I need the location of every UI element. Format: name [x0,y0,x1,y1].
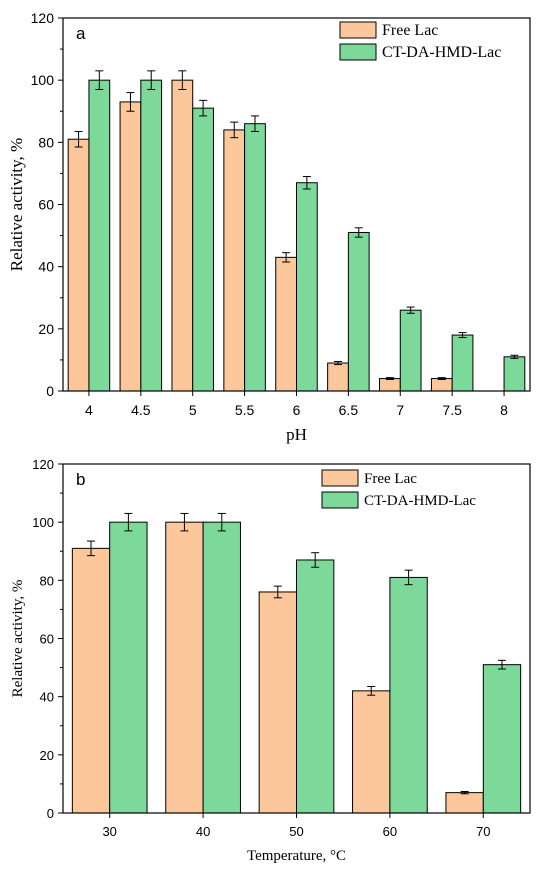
bar [140,79,163,392]
bar [71,547,111,814]
legend-swatch [339,21,377,39]
legend-swatch [339,43,377,61]
panel-label: b [76,470,85,489]
bar [109,521,148,814]
x-tick-label: 6 [293,402,301,418]
y-tick-label: 80 [38,134,54,150]
y-tick-label: 40 [40,690,54,705]
bar [171,79,194,392]
x-axis-label: Temperature, °C [247,848,346,864]
bar [165,521,204,814]
y-tick-label: 60 [40,632,54,647]
bar [352,690,391,814]
y-tick-label: 120 [32,457,54,472]
bar [296,182,318,392]
y-axis-label: Relative activity, % [7,138,26,271]
legend-swatch [321,469,359,487]
y-tick-label: 0 [47,806,54,821]
bar [503,356,526,392]
x-tick-label: 5 [189,402,197,418]
y-tick-label: 100 [31,72,55,88]
x-tick-label: 40 [196,824,210,839]
x-tick-label: 60 [383,824,397,839]
y-tick-label: 120 [31,10,55,26]
bar [389,576,428,814]
legend-label: Free Lac [364,471,417,487]
x-tick-label: 5.5 [235,402,255,418]
bar [244,123,266,392]
bar [296,559,335,814]
bar [482,664,522,814]
bar [451,334,474,392]
x-tick-label: 8 [500,402,508,418]
bar [430,378,453,392]
y-tick-label: 20 [40,748,54,763]
legend-label: CT-DA-HMD-Lac [382,44,501,61]
bar [347,231,370,392]
bar [202,521,241,814]
x-axis-label: pH [286,425,307,444]
y-tick-label: 40 [38,259,54,275]
legend-label: Free Lac [382,22,438,39]
x-tick-label: 70 [476,824,490,839]
bar [327,362,349,392]
chart-panel-a: 0 20 40 60 80 100 120 4 4.5 5 5.5 6 6.5 7 7.5 8 a pH Relat… [7,10,531,444]
x-tick-label: 6.5 [339,402,359,418]
chart-panel-b: 0 20 40 60 80 100 120 30 40 50 60 70 b Temperature, °… [10,457,531,864]
y-tick-label: 20 [38,321,54,337]
y-tick-label: 0 [46,383,54,399]
bar [258,591,298,814]
bar [275,256,298,392]
legend: Free Lac CT-DA-HMD-Lac [321,469,476,509]
y-axis-label: Relative activity, % [10,580,26,698]
legend-swatch [321,491,359,509]
bar [379,378,401,392]
bar [67,138,90,392]
bar [192,107,214,392]
x-tick-label: 50 [289,824,303,839]
bar [119,101,142,392]
x-tick-label: 4.5 [131,402,151,418]
legend: Free Lac CT-DA-HMD-Lac [339,21,501,61]
x-tick-label: 7.5 [442,402,462,418]
bar [399,309,422,392]
x-tick-label: 4 [85,402,93,418]
legend-label: CT-DA-HMD-Lac [364,493,476,509]
bar [223,129,246,392]
x-tick-label: 7 [396,402,404,418]
y-tick-label: 100 [32,515,54,530]
bar [88,79,111,392]
y-tick-label: 60 [38,197,54,213]
y-tick-label: 80 [40,573,54,588]
x-tick-label: 30 [102,824,116,839]
panel-label: a [76,24,86,43]
bar [445,792,484,814]
